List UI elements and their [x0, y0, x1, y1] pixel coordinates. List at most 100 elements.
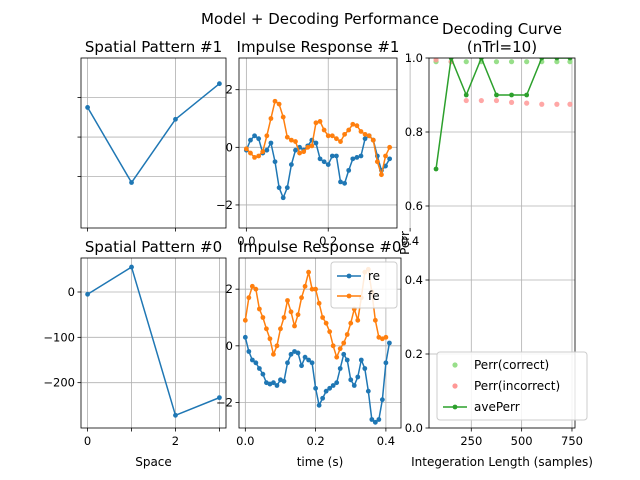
data-point: [338, 179, 343, 185]
data-point: [524, 100, 530, 106]
axes-title-line: Impulse Response #1: [237, 38, 400, 56]
data-point: [249, 283, 255, 289]
axes-title-line: Decoding Curve: [442, 20, 562, 38]
data-point: [350, 156, 356, 162]
x-tick-label: 500: [511, 434, 533, 448]
data-point: [313, 385, 319, 391]
data-point: [264, 133, 270, 139]
data-point: [317, 118, 323, 124]
data-point: [306, 269, 311, 275]
x-tick-label: 0.2: [306, 434, 324, 448]
axes-dc: 250 500 750 0.0 0.2 0.4 0.6 0.8 1.0 Decoding Curv…: [398, 20, 593, 469]
x-axis-label-dc: Integeration Length (samples): [411, 455, 593, 469]
axes-frame-dc: [428, 57, 576, 429]
x-tick-label: 0.0: [236, 434, 254, 448]
data-point: [313, 140, 319, 146]
data-point: [554, 101, 560, 107]
data-point: [338, 139, 343, 144]
data-point: [305, 144, 311, 150]
data-point: [253, 360, 259, 366]
data-point: [285, 298, 290, 303]
data-point: [539, 101, 545, 107]
data-point: [358, 357, 364, 363]
data-point: [524, 92, 530, 98]
legend-label: fe: [368, 289, 380, 303]
axes-frame-sp0: [80, 257, 227, 429]
data-point: [362, 131, 368, 137]
data-point: [508, 59, 515, 65]
data-point: [494, 92, 499, 98]
data-point: [355, 374, 361, 380]
x-tick-label: 0.4: [401, 234, 419, 248]
data-point: [342, 180, 348, 186]
y-tick-label: 0.4: [405, 273, 423, 287]
data-point: [256, 366, 262, 371]
data-point: [346, 127, 352, 133]
data-point: [173, 412, 178, 418]
data-point: [301, 149, 307, 155]
data-point: [320, 395, 326, 401]
series-line-dc-2: [435, 58, 570, 170]
data-point: [248, 150, 253, 156]
data-point: [337, 366, 343, 371]
data-point: [288, 309, 294, 315]
legend-swatch-marker: [452, 383, 458, 389]
data-point: [567, 58, 573, 61]
data-point: [323, 388, 329, 394]
data-point: [493, 59, 500, 65]
y-tick-label: 0: [226, 339, 233, 353]
data-point: [350, 121, 356, 127]
data-point: [334, 153, 339, 159]
data-point: [288, 351, 294, 357]
legend-swatch-marker: [452, 362, 458, 368]
x-tick-label: 750: [561, 434, 583, 448]
data-point: [369, 417, 375, 422]
axes-sp0: 0 2 0 −100 −200 Spatial Pattern #0 Space: [43, 238, 227, 469]
data-point: [217, 81, 222, 87]
axes-title-dc: Decoding Curve (nTrl=10): [442, 20, 562, 56]
data-point: [524, 59, 530, 65]
data-point: [334, 380, 340, 386]
axes-layer: Spatial Pattern #1 0.0 0.2 0.4 −2 0 2 Impulse R…: [43, 20, 592, 469]
data-point: [271, 380, 276, 386]
data-point: [85, 291, 90, 297]
y-tick-label: 1.0: [405, 51, 423, 65]
data-point: [299, 295, 304, 301]
data-point: [366, 133, 372, 139]
data-point: [508, 99, 515, 105]
data-point: [376, 417, 382, 422]
data-point: [567, 101, 573, 107]
data-point: [383, 153, 388, 159]
data-point: [372, 419, 378, 425]
data-point: [280, 195, 286, 201]
data-point: [309, 360, 315, 366]
data-point: [433, 58, 439, 63]
data-point: [242, 317, 248, 323]
y-tick-label: −2: [216, 198, 233, 212]
data-point: [358, 153, 364, 159]
y-tick-label: 0: [226, 140, 233, 154]
data-point: [256, 136, 262, 142]
data-point: [281, 315, 287, 320]
y-tick-label: 0.2: [405, 347, 423, 361]
data-point: [280, 114, 286, 120]
data-point: [341, 340, 347, 346]
data-point: [284, 134, 290, 140]
data-point: [362, 136, 368, 142]
data-point: [330, 343, 336, 349]
axes-sp1: Spatial Pattern #1: [77, 38, 227, 232]
y-tick-label: 0.0: [405, 421, 423, 435]
data-point: [342, 131, 348, 137]
series-group-dc: [433, 58, 573, 172]
data-point: [463, 97, 469, 104]
legend-label: re: [368, 269, 380, 283]
axes-ir1: 0.0 0.2 0.4 −2 0 2 Impulse Response #1: [216, 38, 419, 248]
data-point: [387, 144, 393, 150]
x-tick-label: 2: [172, 434, 179, 448]
x-tick-label: 0.4: [377, 434, 395, 448]
data-point: [317, 156, 323, 162]
data-point: [321, 127, 327, 133]
data-point: [252, 155, 257, 160]
data-point: [256, 153, 262, 159]
